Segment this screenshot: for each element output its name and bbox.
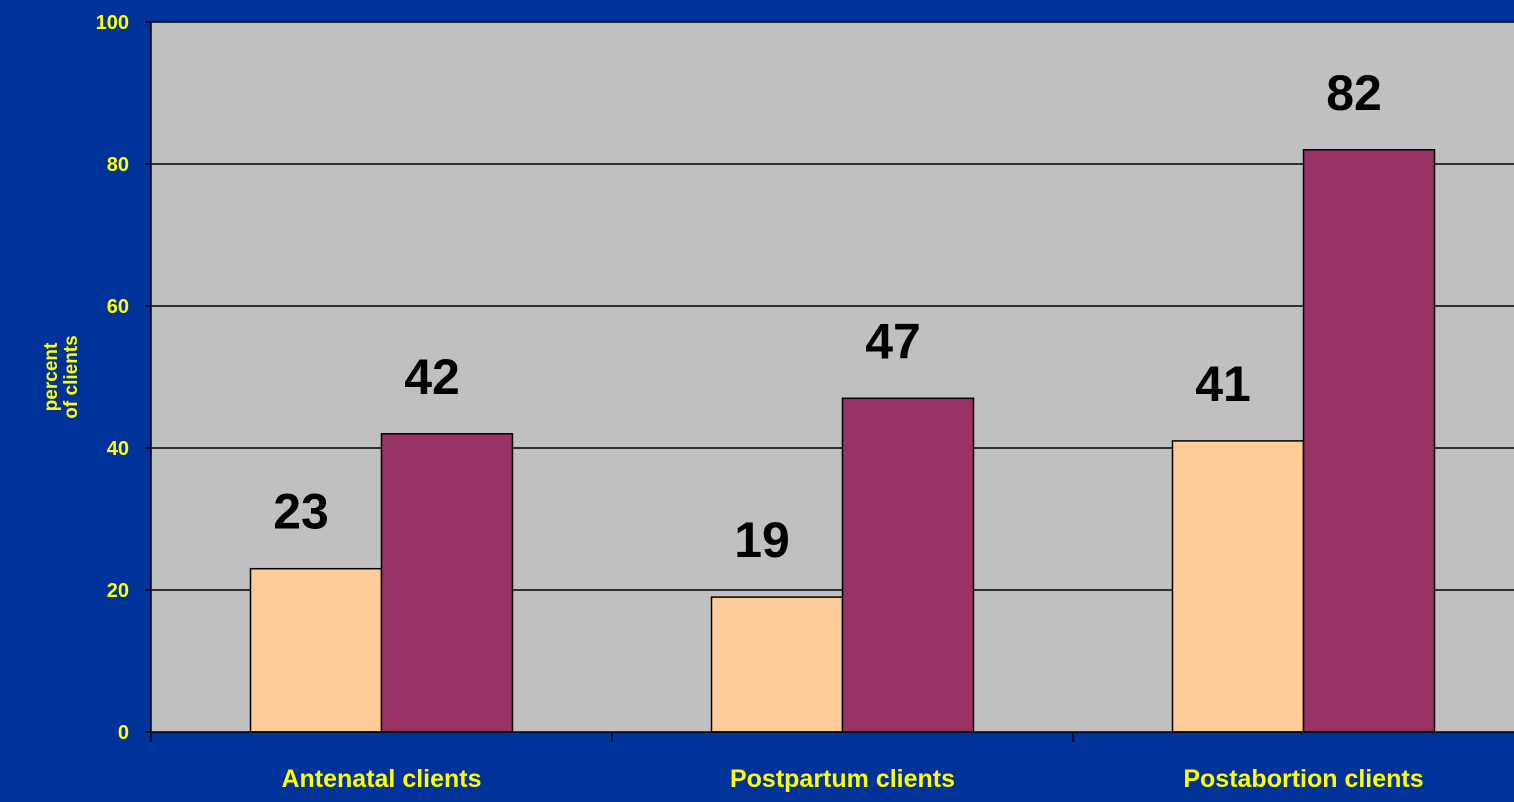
bar — [710, 596, 844, 733]
y-tick-label: 60 — [107, 296, 129, 318]
bar — [841, 397, 975, 733]
axes: 0 20 40 60 80 100 Antenatal clients Postpartum … — [96, 12, 1514, 793]
y-axis-title-line: percent — [41, 342, 62, 411]
y-tick-label: 100 — [96, 12, 129, 34]
y-axis-title: percentof clients — [41, 335, 82, 418]
y-tick-label: 80 — [107, 154, 129, 176]
data-label: 82 — [1326, 65, 1382, 121]
x-category-label: Postpartum clients — [730, 765, 955, 793]
data-label: 47 — [865, 313, 921, 369]
data-label: 41 — [1195, 356, 1251, 412]
bar — [1302, 149, 1436, 733]
bars — [249, 149, 1436, 733]
bar — [1171, 440, 1305, 733]
data-label: 23 — [273, 484, 329, 540]
y-tick-label: 40 — [107, 438, 129, 460]
data-label: 19 — [734, 512, 790, 568]
y-axis-title-line: of clients — [61, 335, 82, 418]
data-label: 42 — [404, 349, 460, 405]
data-labels: 23 42 19 47 41 82 — [273, 65, 1382, 568]
y-tick-label: 0 — [118, 722, 129, 744]
bar — [380, 433, 514, 733]
bar — [249, 567, 383, 733]
y-tick-label: 20 — [107, 580, 129, 602]
x-category-label: Postabortion clients — [1183, 765, 1423, 793]
x-category-label: Antenatal clients — [281, 765, 481, 793]
